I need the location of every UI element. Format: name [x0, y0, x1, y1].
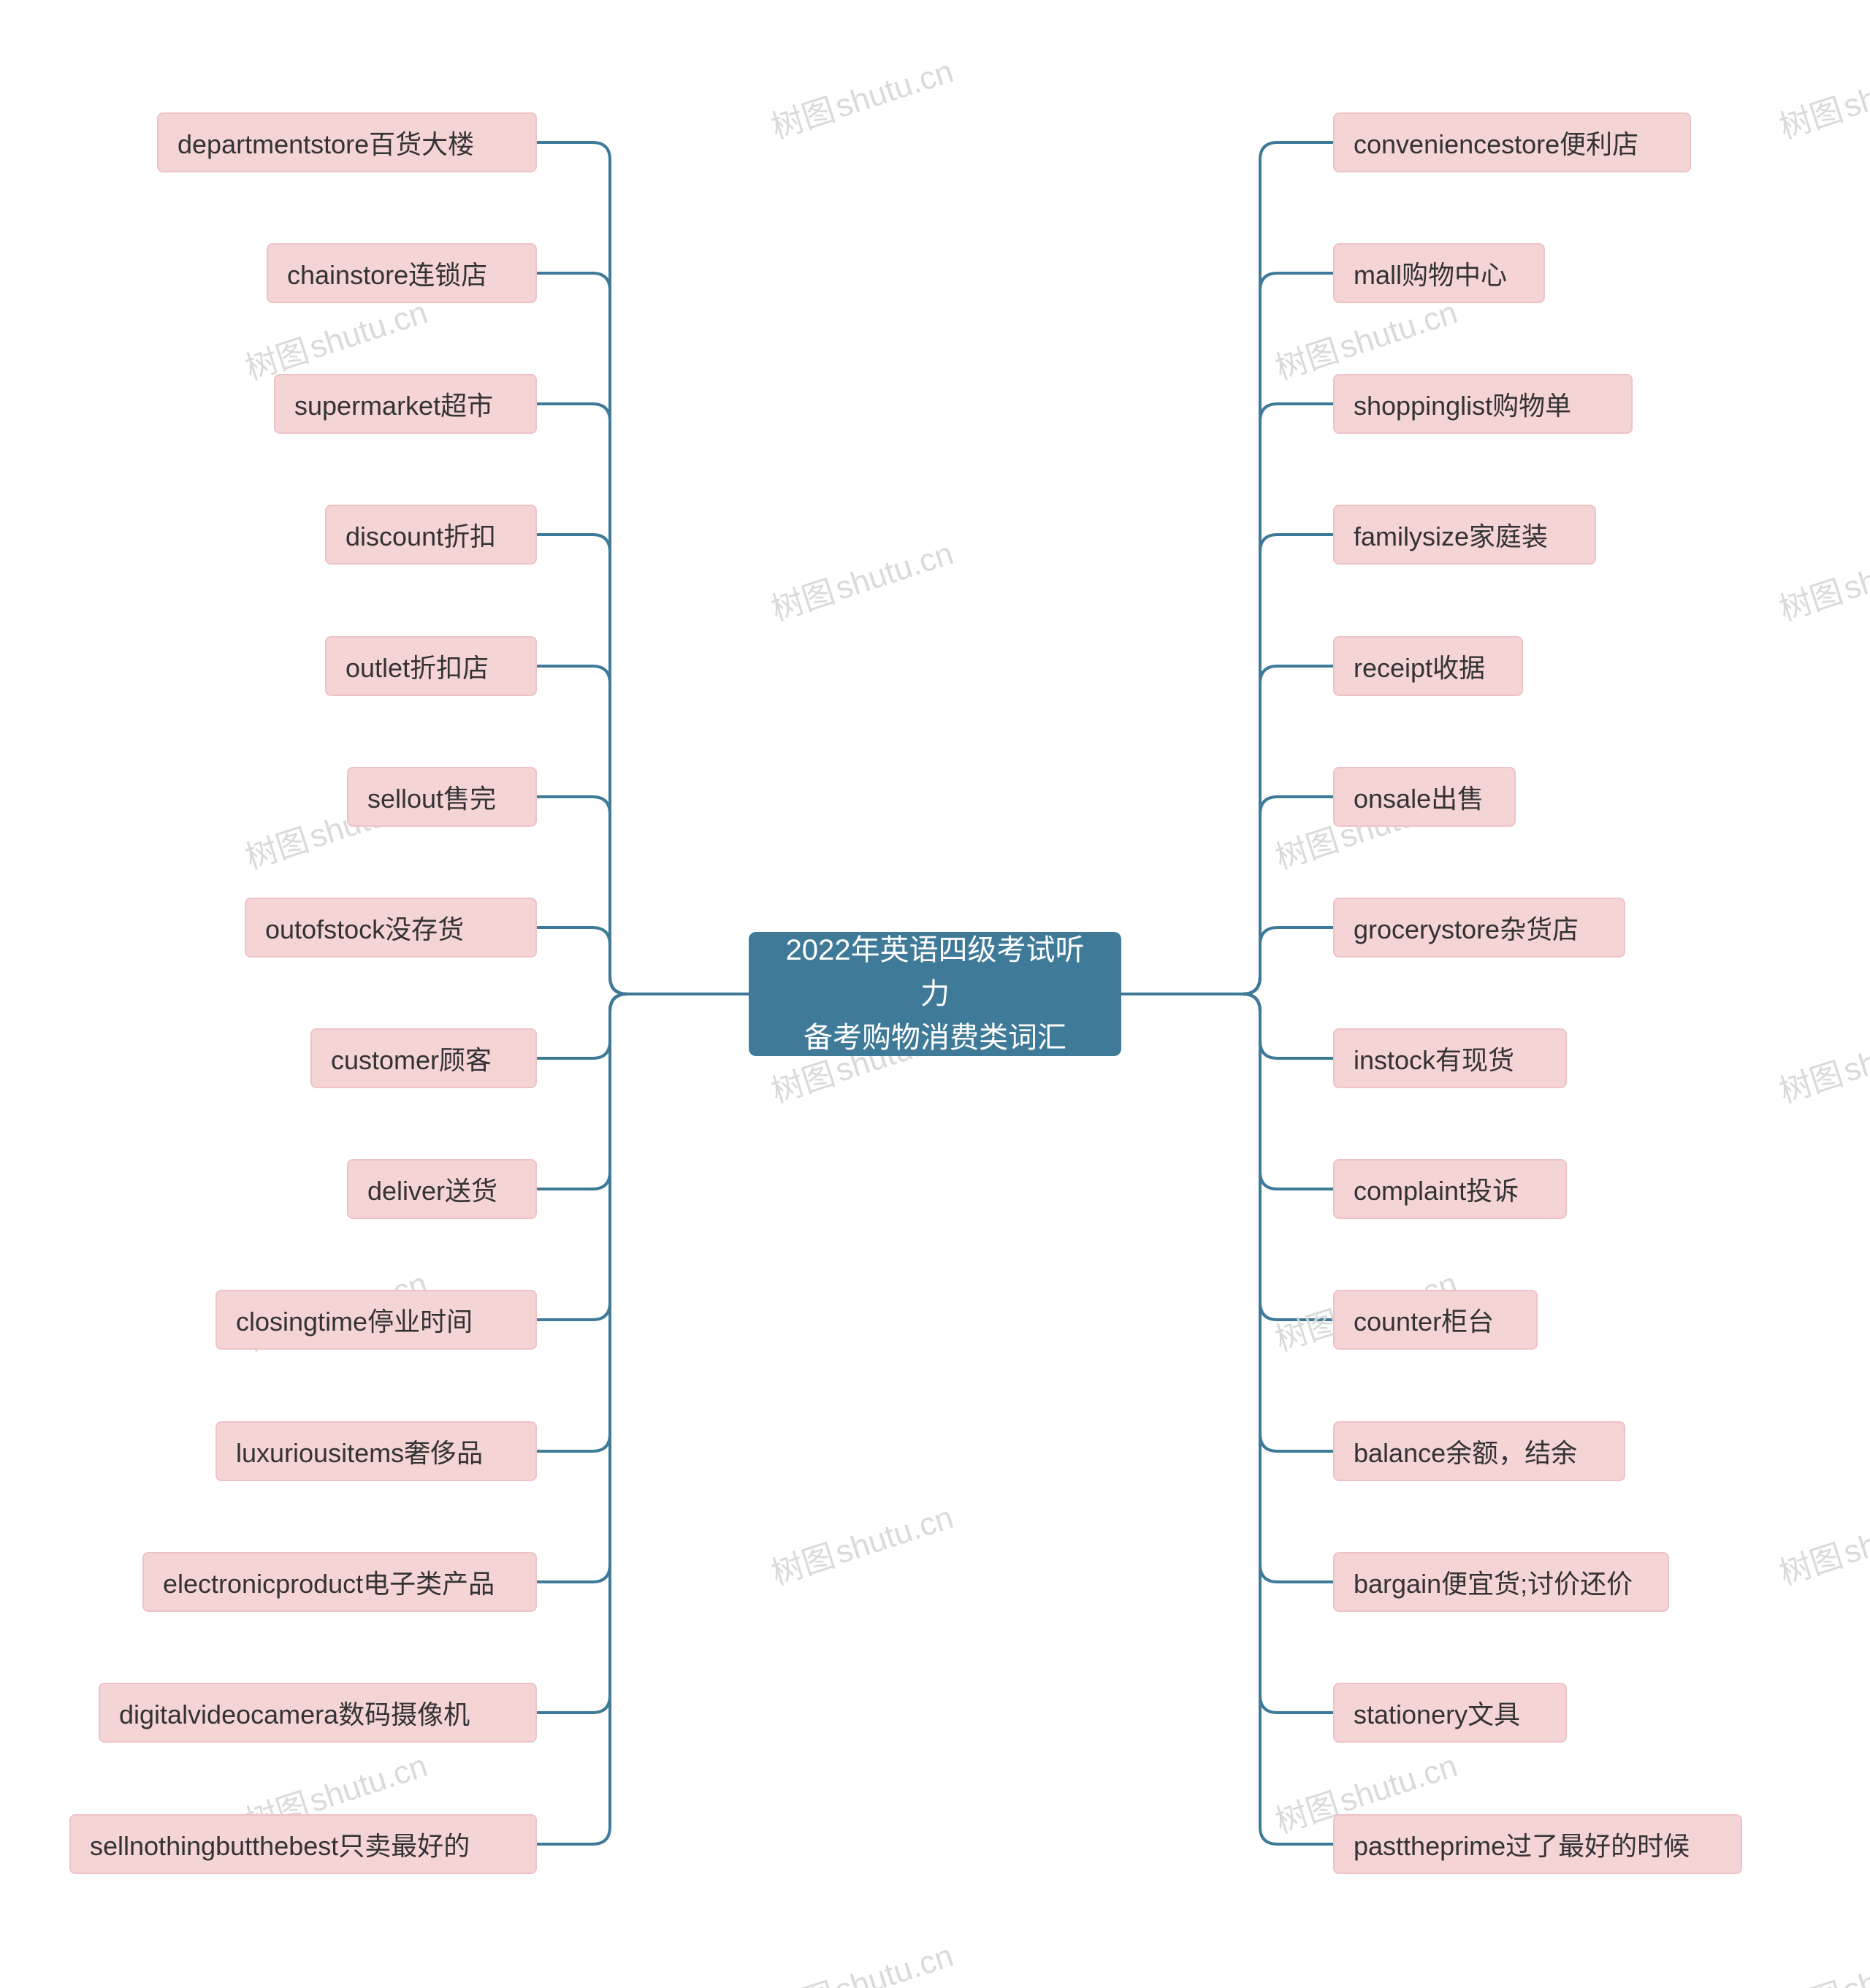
- watermark: 树图shutu.cn: [764, 527, 958, 630]
- watermark-en: shutu.cn: [1839, 535, 1870, 608]
- left-leaf-4[interactable]: outlet折扣店: [325, 636, 537, 696]
- watermark-cn: 树图: [1772, 83, 1847, 148]
- edge-right: [1121, 797, 1333, 994]
- watermark-en: shutu.cn: [831, 535, 958, 608]
- watermark: 树图shutu.cn: [764, 45, 958, 148]
- edge-left: [537, 994, 749, 1058]
- left-leaf-7[interactable]: customer顾客: [310, 1028, 537, 1088]
- edge-right: [1121, 994, 1333, 1713]
- watermark-en: shutu.cn: [1335, 294, 1462, 367]
- right-leaf-3[interactable]: familysize家庭装: [1333, 505, 1596, 565]
- left-leaf-1[interactable]: chainstore连锁店: [267, 243, 537, 303]
- edge-right: [1121, 994, 1333, 1058]
- watermark-cn: 树图: [1772, 565, 1847, 630]
- edge-right: [1121, 994, 1333, 1189]
- left-leaf-12[interactable]: digitalvideocamera数码摄像机: [99, 1683, 537, 1743]
- watermark-cn: 树图: [1772, 1529, 1847, 1594]
- watermark: 树图shutu.cn: [1772, 1491, 1870, 1594]
- left-leaf-13[interactable]: sellnothingbutthebest只卖最好的: [69, 1814, 537, 1874]
- root-node[interactable]: 2022年英语四级考试听力 备考购物消费类词汇: [749, 932, 1121, 1056]
- edge-right: [1121, 994, 1333, 1844]
- right-leaf-0[interactable]: conveniencestore便利店: [1333, 112, 1691, 172]
- edge-left: [537, 404, 749, 994]
- watermark-cn: 树图: [764, 83, 839, 148]
- edge-right: [1121, 273, 1333, 994]
- watermark-en: shutu.cn: [1839, 1499, 1870, 1572]
- right-leaf-6[interactable]: grocerystore杂货店: [1333, 898, 1625, 957]
- watermark: 树图shutu.cn: [764, 1930, 958, 1988]
- right-leaf-9[interactable]: counter柜台: [1333, 1290, 1538, 1350]
- edge-right: [1121, 994, 1333, 1582]
- left-leaf-8[interactable]: deliver送货: [347, 1159, 537, 1219]
- right-leaf-13[interactable]: pasttheprime过了最好的时候: [1333, 1814, 1742, 1874]
- edge-right: [1121, 666, 1333, 994]
- watermark-cn: 树图: [764, 1529, 839, 1594]
- right-leaf-5[interactable]: onsale出售: [1333, 767, 1516, 827]
- edge-left: [537, 994, 749, 1451]
- right-leaf-4[interactable]: receipt收据: [1333, 636, 1523, 696]
- left-leaf-2[interactable]: supermarket超市: [274, 374, 537, 434]
- edge-left: [537, 142, 749, 994]
- left-leaf-9[interactable]: closingtime停业时间: [215, 1290, 537, 1350]
- edge-left: [537, 994, 749, 1582]
- right-leaf-7[interactable]: instock有现货: [1333, 1028, 1567, 1088]
- left-leaf-3[interactable]: discount折扣: [325, 505, 537, 565]
- edge-left: [537, 666, 749, 994]
- watermark-en: shutu.cn: [1839, 1017, 1870, 1090]
- watermark-en: shutu.cn: [1839, 1938, 1870, 1988]
- left-leaf-5[interactable]: sellout售完: [347, 767, 537, 827]
- edge-left: [537, 994, 749, 1713]
- right-leaf-1[interactable]: mall购物中心: [1333, 243, 1545, 303]
- edge-right: [1121, 928, 1333, 994]
- watermark: 树图shutu.cn: [1772, 1930, 1870, 1988]
- edge-right: [1121, 535, 1333, 994]
- watermark-en: shutu.cn: [831, 1938, 958, 1988]
- edge-left: [537, 928, 749, 994]
- watermark: 树图shutu.cn: [1772, 45, 1870, 148]
- watermark-en: shutu.cn: [305, 294, 432, 367]
- edge-left: [537, 994, 749, 1320]
- edge-left: [537, 994, 749, 1844]
- watermark-cn: 树图: [1268, 814, 1343, 878]
- edge-left: [537, 273, 749, 994]
- right-leaf-12[interactable]: stationery文具: [1333, 1683, 1567, 1743]
- mindmap-canvas: 树图shutu.cn树图shutu.cn树图shutu.cn树图shutu.cn…: [0, 0, 1870, 1988]
- edge-left: [537, 797, 749, 994]
- watermark: 树图shutu.cn: [1772, 1009, 1870, 1112]
- right-leaf-8[interactable]: complaint投诉: [1333, 1159, 1567, 1219]
- watermark-cn: 树图: [1772, 1968, 1847, 1988]
- right-leaf-2[interactable]: shoppinglist购物单: [1333, 374, 1633, 434]
- right-leaf-11[interactable]: bargain便宜货;讨价还价: [1333, 1552, 1669, 1612]
- edge-right: [1121, 994, 1333, 1451]
- edge-left: [537, 535, 749, 994]
- watermark-cn: 树图: [764, 1968, 839, 1988]
- right-leaf-10[interactable]: balance余额，结余: [1333, 1421, 1625, 1481]
- edge-right: [1121, 404, 1333, 994]
- watermark-en: shutu.cn: [1335, 1748, 1462, 1820]
- watermark-cn: 树图: [1772, 1047, 1847, 1112]
- watermark: 树图shutu.cn: [1772, 527, 1870, 630]
- left-leaf-6[interactable]: outofstock没存货: [245, 898, 537, 957]
- left-leaf-11[interactable]: electronicproduct电子类产品: [142, 1552, 537, 1612]
- left-leaf-10[interactable]: luxuriousitems奢侈品: [215, 1421, 537, 1481]
- watermark-cn: 树图: [238, 814, 313, 878]
- edge-right: [1121, 994, 1333, 1320]
- watermark-en: shutu.cn: [831, 1499, 958, 1572]
- watermark: 树图shutu.cn: [764, 1491, 958, 1594]
- watermark-cn: 树图: [764, 565, 839, 630]
- watermark-en: shutu.cn: [831, 53, 958, 126]
- watermark-en: shutu.cn: [1839, 53, 1870, 126]
- left-leaf-0[interactable]: departmentstore百货大楼: [157, 112, 537, 172]
- watermark-en: shutu.cn: [305, 1748, 432, 1820]
- edge-right: [1121, 142, 1333, 994]
- edge-left: [537, 994, 749, 1189]
